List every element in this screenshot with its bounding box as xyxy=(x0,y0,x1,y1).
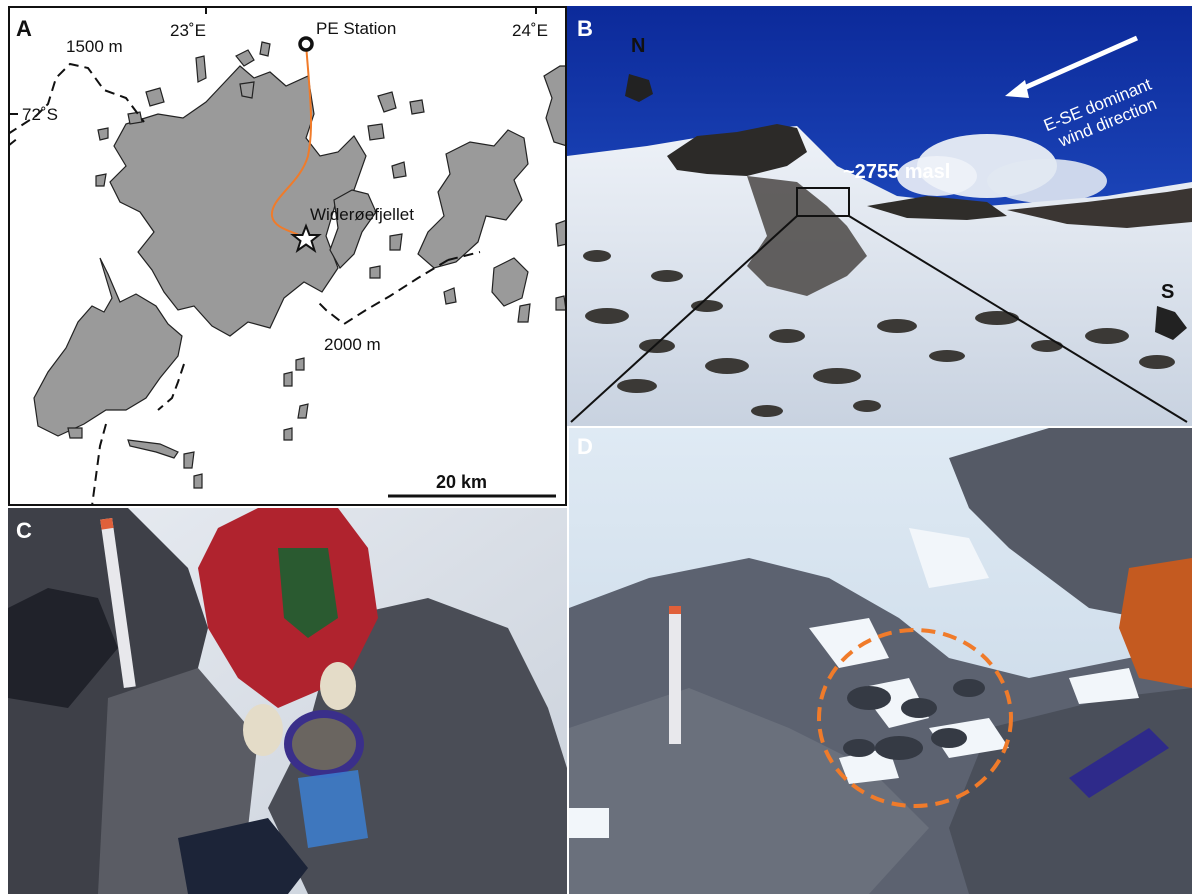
survey-pole-d xyxy=(669,606,681,744)
zoom-line-left xyxy=(570,215,798,423)
survey-pole xyxy=(100,517,136,689)
rock-outcrops xyxy=(33,41,567,489)
person-glove-right xyxy=(320,662,356,710)
sample-scoop-d xyxy=(1069,728,1169,798)
sample-rocks xyxy=(843,679,985,760)
person-pack xyxy=(278,548,338,638)
panel-b-scene: N S ~2755 masl E-SE dominant wind direct… xyxy=(567,6,1192,426)
scattered-rocks xyxy=(583,250,1175,417)
lat-label: 72˚S xyxy=(22,105,58,124)
panel-b-photo: N S ~2755 masl E-SE dominant wind direct… xyxy=(567,6,1192,426)
station-label: PE Station xyxy=(316,19,396,38)
station-marker-icon xyxy=(298,36,314,52)
elevation-label: ~2755 masl xyxy=(843,161,950,183)
map-canvas: PE Station Widerøefjellet 1500 m 2000 m … xyxy=(8,6,567,506)
site-star-icon xyxy=(290,223,322,254)
north-arrow-icon xyxy=(625,74,653,102)
panel-d-photo: D xyxy=(569,428,1192,894)
panel-c-photo: C xyxy=(8,508,567,894)
north-label: N xyxy=(631,35,645,57)
lon-label-left: 23˚E xyxy=(170,21,206,40)
person-glove-left xyxy=(243,704,283,756)
sample-area-circle xyxy=(817,628,1013,808)
zoom-line-right xyxy=(848,215,1188,423)
wind-arrow xyxy=(1013,35,1139,95)
backpack xyxy=(1119,558,1192,688)
elevation-contours xyxy=(8,62,481,506)
panel-c-scene: C xyxy=(8,508,567,894)
site-label: Widerøefjellet xyxy=(310,205,414,224)
south-label: S xyxy=(1161,281,1174,303)
panel-label-b: B xyxy=(577,16,593,41)
panel-label-c: C xyxy=(16,518,32,543)
sample-bag xyxy=(298,770,368,848)
panel-d-scene: D xyxy=(569,428,1192,894)
route-line xyxy=(270,43,313,239)
contour-label-upper: 1500 m xyxy=(66,37,123,56)
inset-box xyxy=(796,187,850,217)
lon-label-right: 24˚E xyxy=(512,21,548,40)
south-arrow-icon xyxy=(1155,306,1187,340)
scale-label: 20 km xyxy=(436,472,487,492)
panel-a-map: PE Station Widerøefjellet 1500 m 2000 m … xyxy=(8,6,567,506)
panel-label-a: A xyxy=(16,16,32,41)
wind-arrow-head-icon xyxy=(1005,80,1029,98)
contour-label-lower: 2000 m xyxy=(324,335,381,354)
panel-label-d: D xyxy=(577,434,593,459)
